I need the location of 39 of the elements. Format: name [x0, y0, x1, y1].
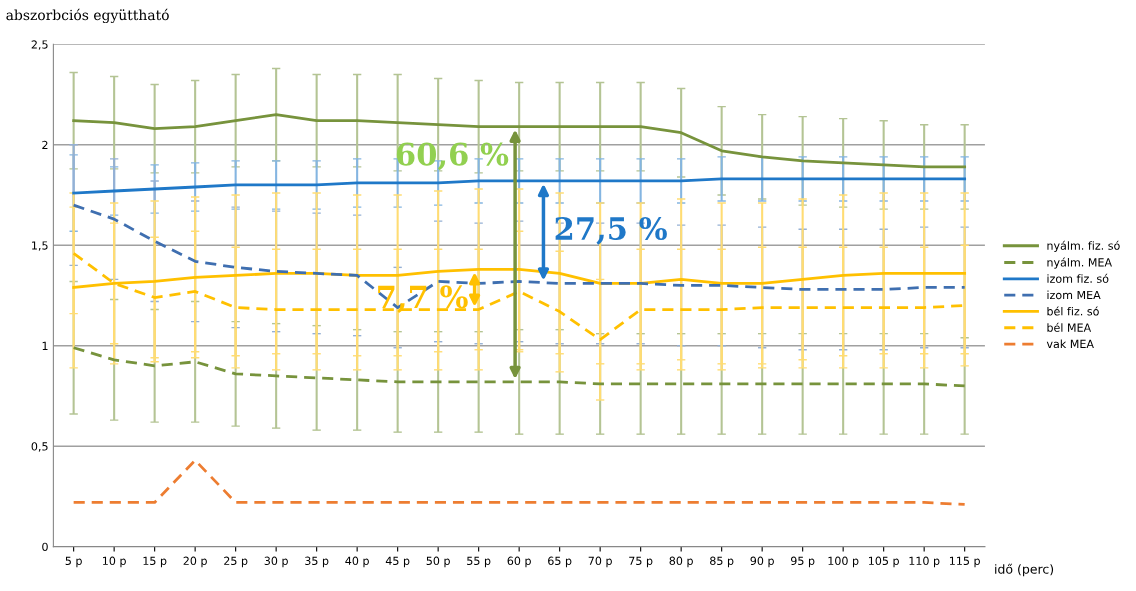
y-axis-title: abszorbciós együttható	[6, 8, 169, 24]
x-tick-label: 30 p	[264, 556, 288, 568]
legend-label: nyálm. MEA	[1047, 257, 1112, 269]
x-tick-label: 10 p	[103, 556, 126, 568]
x-tick-label: 70 p	[588, 556, 612, 568]
legend-label: bél MEA	[1047, 322, 1092, 332]
legend-label: nyálm. fiz. só	[1047, 240, 1120, 252]
x-tick-label: 90 p	[750, 556, 774, 568]
x-tick-label: 55 p	[467, 556, 491, 568]
x-axis-title: idő (perc)	[995, 563, 1054, 577]
x-tick-label: 5 p	[65, 556, 82, 568]
y-tick-label: 0,5	[31, 442, 48, 452]
x-tick-label: 115 p	[949, 556, 980, 568]
x-tick-label: 85 p	[710, 556, 734, 568]
x-tick-label: 40 p	[345, 556, 369, 568]
legend-label: bél fiz. só	[1047, 306, 1099, 316]
x-tick-label: 45 p	[385, 556, 410, 568]
x-tick-label: 50 p	[426, 556, 450, 568]
legend-label: izom fiz. só	[1047, 273, 1109, 283]
y-tick-label: 1,5	[32, 241, 48, 251]
x-tick-label: 105 p	[868, 556, 899, 568]
legend-label: vak MEA	[1046, 339, 1094, 349]
x-tick-label: 75 p	[629, 556, 653, 568]
y-tick-label: 1	[42, 341, 48, 350]
x-tick-label: 35 p	[305, 556, 329, 568]
x-tick-label: 100 p	[828, 556, 859, 568]
x-tick-label: 20 p	[183, 556, 207, 568]
x-tick-label: 15 p	[143, 556, 167, 568]
x-tick-label: 110 p	[909, 556, 940, 568]
annotation: 7,7 %	[378, 285, 468, 313]
y-tick-label: 2,5	[31, 40, 48, 50]
y-tick-label: 0	[42, 542, 48, 552]
x-tick-label: 60 p	[507, 556, 531, 568]
x-tick-label: 25 p	[224, 556, 248, 568]
legend-label: izom MEA	[1047, 290, 1101, 300]
x-tick-label: 80 p	[669, 556, 693, 568]
y-tick-label: 2	[42, 140, 48, 150]
x-tick-label: 65 p	[548, 556, 572, 568]
x-tick-label: 95 p	[791, 556, 815, 568]
